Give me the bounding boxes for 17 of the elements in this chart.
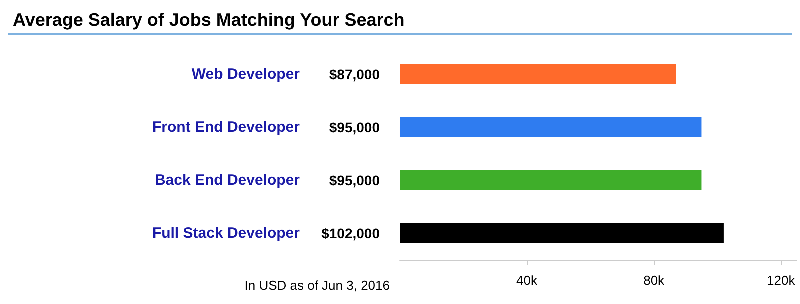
y-tick-label: Back End Developer — [154, 172, 300, 189]
data-label: $95,000 — [329, 172, 380, 188]
x-tick-label: 80k — [644, 273, 666, 288]
data-label: $102,000 — [322, 226, 380, 242]
y-tick-label: Front End Developer — [152, 119, 300, 136]
bar — [400, 170, 702, 190]
x-tick-label: 40k — [516, 273, 538, 288]
data-label: $95,000 — [329, 120, 380, 136]
bar — [400, 64, 676, 84]
text: Average Salary of Jobs Matching Your Search — [13, 10, 405, 30]
y-tick-label: Web Developer — [192, 66, 300, 83]
x-tick-label: 120k — [767, 273, 796, 288]
data-label: $87,000 — [329, 66, 380, 82]
text: In USD as of Jun 3, 2016 — [244, 278, 390, 293]
y-tick-label: Full Stack Developer — [152, 225, 300, 242]
bar — [400, 224, 724, 244]
bar — [400, 118, 702, 138]
